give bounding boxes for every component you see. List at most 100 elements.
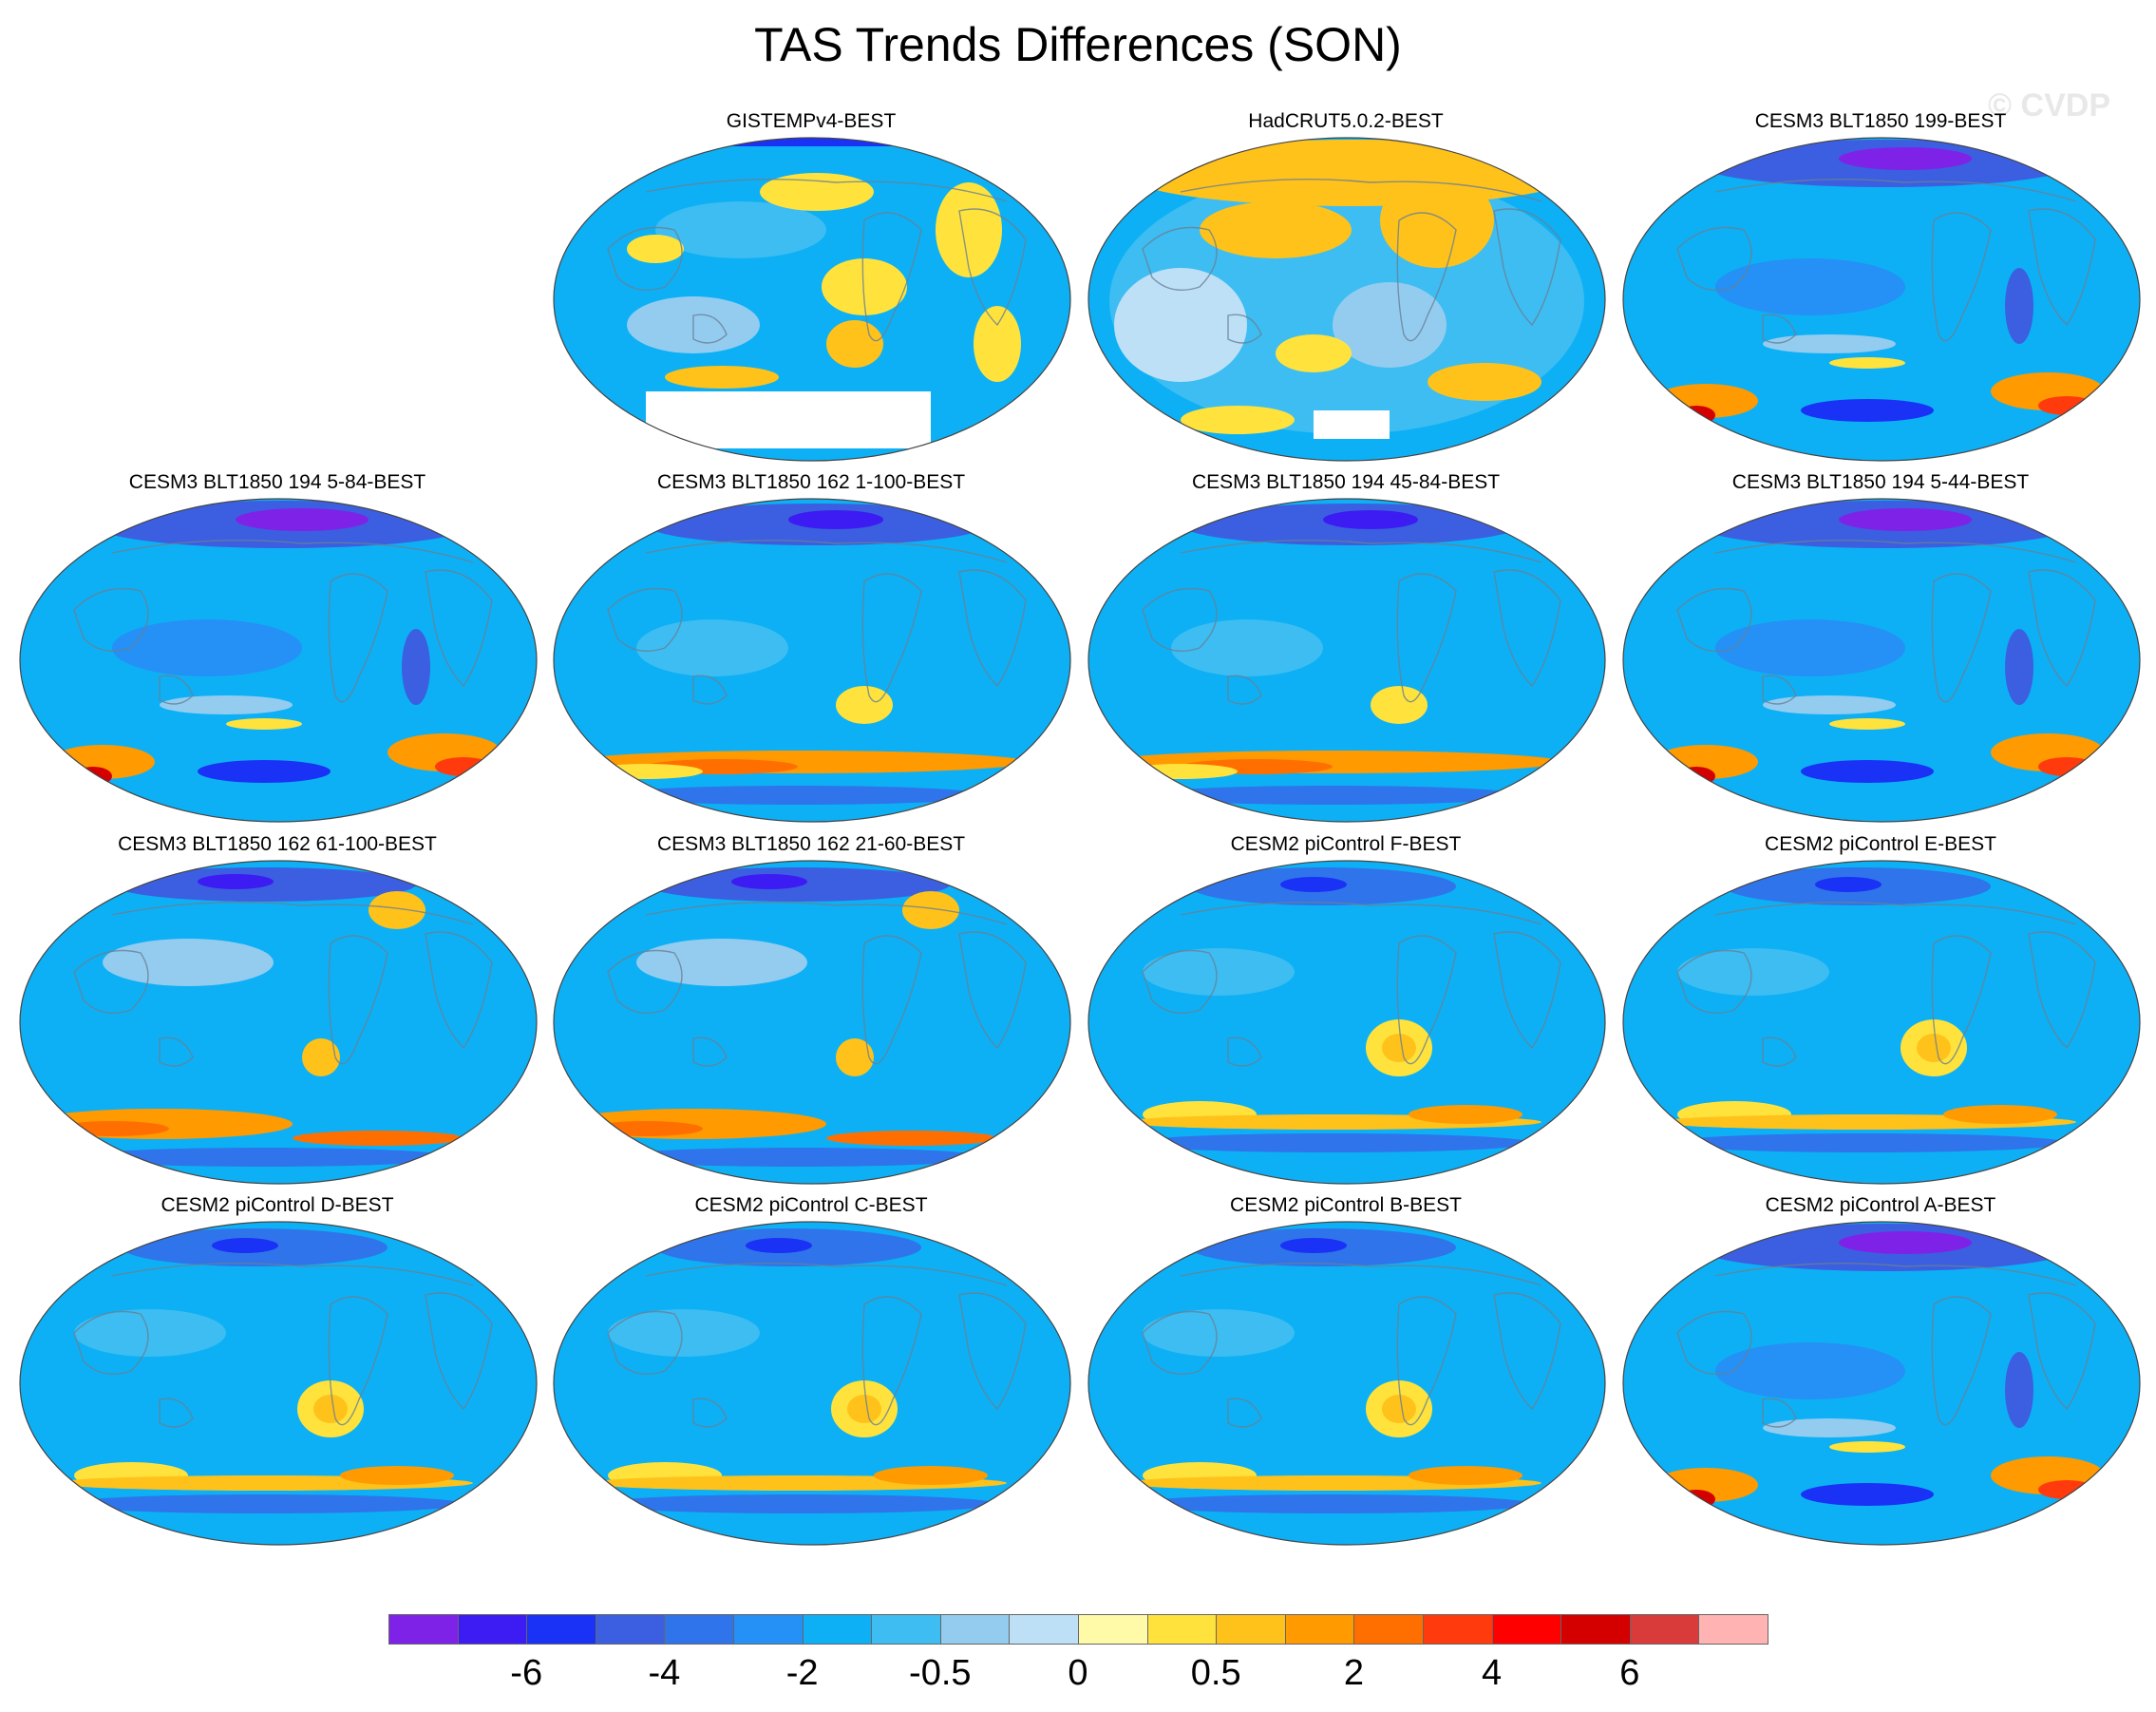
trend-anomaly-region <box>1124 764 1238 779</box>
coastline <box>1931 935 1992 1065</box>
coastline <box>1227 314 1262 344</box>
coastline <box>1396 573 1457 703</box>
trend-anomaly-region <box>402 629 430 705</box>
panel-title: CESM2 piControl C-BEST <box>694 1194 928 1216</box>
coastline <box>1493 1292 1561 1411</box>
colorbar-swatch <box>388 1614 459 1645</box>
trend-anomaly-region <box>65 1494 463 1513</box>
colorbar-tick-label: 4 <box>1482 1653 1503 1693</box>
coastline <box>1142 949 1218 1014</box>
trend-anomaly-region <box>1133 1494 1532 1513</box>
trend-anomaly-region <box>1143 948 1295 996</box>
coastline <box>1762 675 1797 705</box>
robinson-map <box>19 860 538 1185</box>
trend-anomaly-region <box>2005 268 2033 344</box>
trend-anomaly-region <box>313 1395 348 1423</box>
trend-anomaly-region <box>1715 1342 1905 1399</box>
colorbar-swatch <box>1629 1614 1700 1645</box>
trend-anomaly-region <box>1829 718 1905 730</box>
panel-title: CESM2 piControl E-BEST <box>1765 833 1996 855</box>
colorbar-swatch <box>595 1614 666 1645</box>
trend-anomaly-region <box>27 1109 293 1139</box>
coastline <box>607 226 683 291</box>
trend-anomaly-region <box>608 1309 760 1357</box>
map-panel: CESM2 piControl F-BEST <box>1080 833 1612 1187</box>
panel-title: CESM2 piControl D-BEST <box>161 1194 394 1216</box>
trend-anomaly-region <box>1409 1466 1522 1485</box>
coastline <box>1676 587 1752 652</box>
coastline <box>159 1398 194 1428</box>
map-border <box>1087 1221 1606 1546</box>
trend-anomaly-region <box>1280 1238 1347 1253</box>
coastline <box>1493 569 1561 688</box>
trend-anomaly-region <box>746 1238 812 1253</box>
trend-anomaly-region <box>836 686 893 724</box>
panel-title: CESM2 piControl F-BEST <box>1230 833 1462 855</box>
coastline <box>1396 935 1457 1065</box>
coastline <box>1396 212 1457 342</box>
trend-anomaly-region <box>974 306 1021 382</box>
trend-anomaly-region <box>836 1038 874 1076</box>
coastline <box>425 931 493 1050</box>
colorbar-swatch <box>664 1614 734 1645</box>
panel-title: CESM3 BLT1850 194 45-84-BEST <box>1191 471 1501 493</box>
trend-anomaly-region <box>212 1238 278 1253</box>
trend-anomaly-region <box>1133 1133 1532 1152</box>
trend-anomaly-region <box>1409 1105 1522 1124</box>
map-border <box>1622 137 2141 462</box>
coastline <box>645 539 1008 563</box>
coastline <box>1762 1398 1797 1428</box>
coastline <box>861 212 922 342</box>
map-panel: CESM2 piControl C-BEST <box>545 1194 1077 1548</box>
coastline <box>159 675 194 705</box>
trend-anomaly-region <box>1677 767 1715 786</box>
trend-anomaly-region <box>1200 201 1352 258</box>
trend-anomaly-region <box>874 1466 988 1485</box>
panel-title: CESM3 BLT1850 162 1-100-BEST <box>656 471 966 493</box>
map-panel: CESM2 piControl B-BEST <box>1080 1194 1612 1548</box>
panel-title: CESM3 BLT1850 162 61-100-BEST <box>118 833 437 855</box>
trend-anomaly-region <box>1382 1034 1416 1062</box>
colorbar-swatch <box>871 1614 941 1645</box>
trend-anomaly-region <box>1829 1441 1905 1453</box>
map-panel: CESM3 BLT1850 194 5-84-BEST <box>11 471 543 825</box>
trend-anomaly-region <box>598 1494 997 1513</box>
coastline <box>1931 1296 1992 1426</box>
trend-anomaly-region <box>646 391 931 448</box>
panel-title: CESM2 piControl A-BEST <box>1765 1194 1996 1216</box>
trend-anomaly-region <box>74 1148 454 1167</box>
colorbar-tick-label: -0.5 <box>909 1653 972 1693</box>
coastline <box>111 1262 474 1286</box>
robinson-map <box>553 1221 1071 1546</box>
coastline <box>645 1262 1008 1286</box>
coastline <box>692 314 728 344</box>
trend-anomaly-region <box>2005 629 2033 705</box>
trend-anomaly-region <box>1333 282 1447 368</box>
trend-anomaly-region <box>236 508 369 531</box>
trend-anomaly-region <box>665 138 950 146</box>
coastline <box>645 901 1008 925</box>
map-border <box>19 860 538 1185</box>
trend-anomaly-region <box>627 235 684 263</box>
map-panel: CESM3 BLT1850 194 5-44-BEST <box>1615 471 2147 825</box>
colorbar-tick-label: -6 <box>510 1653 543 1693</box>
coastline <box>1396 1296 1457 1426</box>
map-border <box>1622 860 2141 1185</box>
trend-anomaly-region <box>655 201 826 258</box>
colorbar-swatch <box>457 1614 528 1645</box>
trend-anomaly-region <box>1171 619 1323 676</box>
coastline <box>1931 212 1992 342</box>
coastline <box>159 1037 194 1067</box>
coastline <box>2028 569 2096 688</box>
trend-anomaly-region <box>369 891 426 929</box>
trend-anomaly-region <box>198 874 274 889</box>
map-border <box>1087 498 1606 823</box>
panel-title: CESM3 BLT1850 199-BEST <box>1754 110 2007 132</box>
map-panel: CESM3 BLT1850 162 21-60-BEST <box>545 833 1077 1187</box>
colorbar-swatch <box>1353 1614 1424 1645</box>
trend-anomaly-region <box>1917 1034 1951 1062</box>
trend-anomaly-region <box>1428 363 1541 401</box>
trend-anomaly-region <box>293 1131 463 1146</box>
trend-anomaly-region <box>340 1466 454 1485</box>
coastline <box>328 1296 388 1426</box>
